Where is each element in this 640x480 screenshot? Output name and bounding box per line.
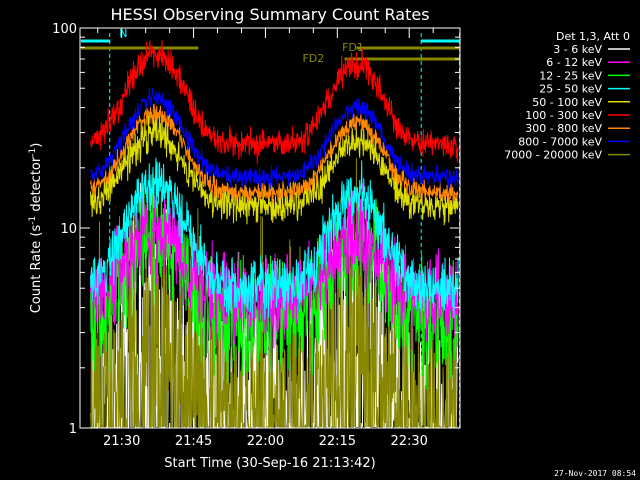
legend-title: Det 1,3, Att 0 <box>556 30 630 43</box>
flag-annotation-label: N <box>119 27 127 40</box>
x-tick-label: 21:45 <box>175 434 212 449</box>
y-axis-label-unit: detector <box>29 156 44 216</box>
plot-area: N FD1 FD2 <box>80 27 461 429</box>
y-axis-label-sup: -1 <box>28 216 38 225</box>
series-line <box>90 87 459 190</box>
axis-ticks: 21:30 21:45 22:00 22:15 22:30 1 10 100 <box>52 22 460 449</box>
x-tick-label: 22:00 <box>247 434 284 449</box>
series-line <box>90 112 459 226</box>
x-tick-label: 22:30 <box>390 434 427 449</box>
y-tick-label: 10 <box>60 222 77 237</box>
flag-annotation-label: FD1 <box>342 41 364 54</box>
x-axis-label: Start Time (30-Sep-16 21:13:42) <box>164 456 375 471</box>
legend-entry-label: 12 - 25 keV <box>539 69 602 82</box>
x-tick-label: 21:30 <box>103 434 140 449</box>
y-tick-label: 1 <box>69 422 77 437</box>
legend-entry-label: 50 - 100 keV <box>532 96 602 109</box>
y-tick-label: 100 <box>52 22 77 37</box>
series-line <box>90 40 459 164</box>
legend-entry-label: 6 - 12 keV <box>546 56 602 69</box>
legend-entry-label: 7000 - 20000 keV <box>504 149 602 162</box>
y-axis-label-main: Count Rate (s <box>29 225 44 314</box>
y-axis-label-close: ) <box>29 143 44 148</box>
series-line <box>90 157 459 320</box>
legend-entry-label: 25 - 50 keV <box>539 83 602 96</box>
flag-annotation-label: FD2 <box>302 52 324 65</box>
chart-title: HESSI Observing Summary Count Rates <box>110 5 429 24</box>
legend-entry-label: 800 - 7000 keV <box>518 135 602 148</box>
y-axis-label: Count Rate (s-1 detector-1) <box>28 143 44 314</box>
x-tick-label: 22:15 <box>319 434 356 449</box>
legend-entry-label: 100 - 300 keV <box>525 109 602 122</box>
y-axis-label-unit-sup: -1 <box>28 148 38 157</box>
series-line <box>90 103 459 205</box>
legend-entry-label: 3 - 6 keV <box>553 43 602 56</box>
legend-entry-label: 300 - 800 keV <box>525 122 602 135</box>
footer-timestamp: 27-Nov-2017 08:54 <box>554 469 636 478</box>
